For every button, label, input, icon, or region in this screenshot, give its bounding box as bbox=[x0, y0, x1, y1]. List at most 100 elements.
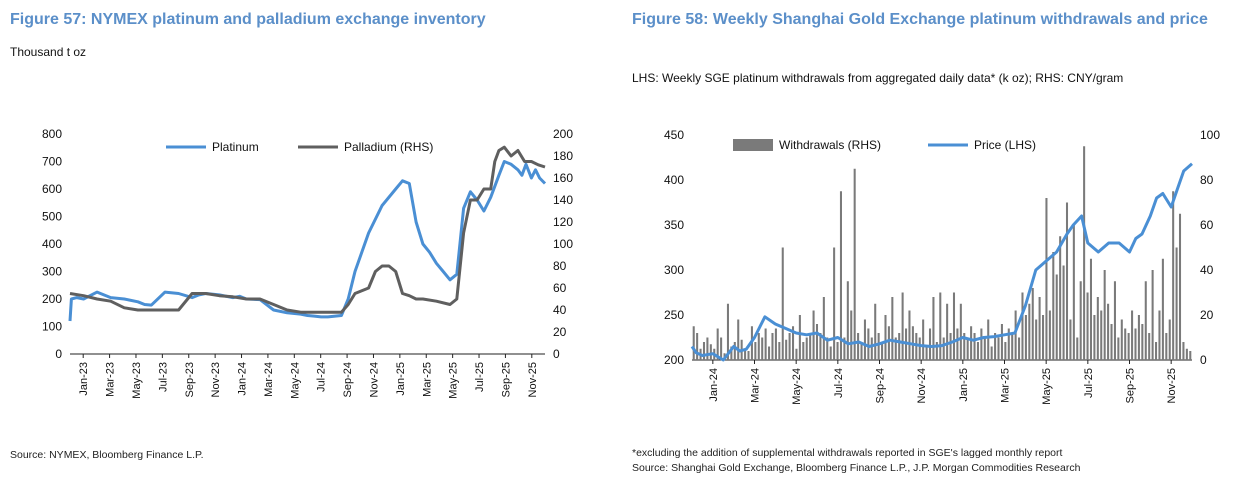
withdrawals-bar bbox=[812, 310, 815, 360]
withdrawals-bar bbox=[1072, 225, 1075, 360]
withdrawals-bar bbox=[709, 344, 712, 360]
withdrawals-bar bbox=[819, 333, 822, 360]
x-tick-label: Sep-24 bbox=[875, 368, 887, 403]
withdrawals-bar bbox=[1141, 324, 1144, 360]
withdrawals-bar bbox=[870, 337, 873, 360]
withdrawals-bar bbox=[829, 346, 832, 360]
y-tick-label: 300 bbox=[42, 265, 62, 279]
price-line bbox=[690, 162, 1193, 362]
withdrawals-bar bbox=[1127, 333, 1130, 360]
y2-tick-label: 20 bbox=[1200, 308, 1214, 322]
withdrawals-bar bbox=[1161, 258, 1164, 360]
x-tick-label: Jan-24 bbox=[237, 362, 249, 396]
x-tick-label: Nov-25 bbox=[527, 362, 539, 397]
withdrawals-bar bbox=[785, 339, 788, 360]
withdrawals-bar bbox=[1052, 252, 1055, 360]
y-tick-label: 0 bbox=[55, 347, 62, 361]
x-tick-label: Jan-24 bbox=[708, 368, 720, 402]
withdrawals-bar bbox=[925, 346, 928, 360]
withdrawals-bar bbox=[1042, 315, 1045, 360]
y2-tick-label: 40 bbox=[1200, 263, 1214, 277]
y2-tick-label: 100 bbox=[1200, 128, 1220, 142]
figure-57-panel: Figure 57: NYMEX platinum and palladium … bbox=[10, 11, 573, 461]
withdrawals-bar bbox=[1062, 265, 1065, 360]
withdrawals-bar bbox=[898, 333, 901, 360]
withdrawals-bar bbox=[692, 326, 695, 360]
withdrawals-bar bbox=[1065, 202, 1069, 360]
withdrawals-bar bbox=[918, 337, 921, 360]
x-tick-label: May-25 bbox=[448, 362, 460, 399]
y-tick-label: 500 bbox=[42, 210, 62, 224]
x-tick-label: Jan-23 bbox=[78, 362, 90, 396]
withdrawals-bar bbox=[956, 328, 959, 360]
x-tick-label: Jan-25 bbox=[958, 368, 970, 402]
withdrawals-bar bbox=[1100, 310, 1103, 360]
withdrawals-bar bbox=[1131, 310, 1134, 360]
withdrawals-bar bbox=[1151, 270, 1154, 360]
y-tick-label: 200 bbox=[42, 292, 62, 306]
withdrawals-bar bbox=[1011, 333, 1014, 360]
figure-58-footnote: *excluding the addition of supplemental … bbox=[632, 447, 1063, 459]
withdrawals-bar bbox=[802, 342, 805, 360]
withdrawals-bar bbox=[706, 337, 709, 360]
figure-58-source: Source: Shanghai Gold Exchange, Bloomber… bbox=[632, 462, 1081, 474]
legend-swatch-withdrawals bbox=[733, 139, 773, 151]
y-tick-label: 250 bbox=[664, 308, 684, 322]
withdrawals-bar bbox=[857, 333, 860, 360]
legend-label-platinum: Platinum bbox=[212, 140, 259, 154]
withdrawals-bar bbox=[1189, 351, 1192, 360]
y2-tick-label: 60 bbox=[1200, 218, 1214, 232]
withdrawals-bar bbox=[901, 292, 904, 360]
x-tick-label: Nov-25 bbox=[1166, 368, 1178, 403]
x-tick-label: Mar-25 bbox=[421, 362, 433, 397]
x-tick-label: Jan-25 bbox=[395, 362, 407, 396]
withdrawals-bar bbox=[1083, 146, 1086, 360]
withdrawals-bar bbox=[990, 346, 993, 360]
withdrawals-bar bbox=[980, 328, 983, 360]
withdrawals-bar bbox=[833, 247, 836, 360]
withdrawals-bar bbox=[795, 348, 798, 360]
withdrawals-bar bbox=[1024, 315, 1027, 360]
withdrawals-bar bbox=[939, 292, 942, 360]
withdrawals-bar bbox=[836, 342, 839, 360]
withdrawals-bar bbox=[973, 333, 976, 360]
withdrawals-bar bbox=[754, 342, 757, 360]
x-tick-label: Sep-25 bbox=[500, 362, 512, 397]
withdrawals-bar bbox=[1103, 270, 1106, 360]
withdrawals-bar bbox=[1045, 198, 1048, 360]
withdrawals-bar bbox=[1089, 258, 1092, 360]
withdrawals-bar bbox=[1055, 274, 1058, 360]
x-tick-label: May-24 bbox=[791, 368, 803, 405]
withdrawals-bar bbox=[1144, 281, 1147, 360]
y-tick-label: 100 bbox=[42, 320, 62, 334]
palladium-line bbox=[69, 145, 546, 314]
withdrawals-bar bbox=[983, 337, 986, 360]
x-tick-label: May-23 bbox=[131, 362, 143, 399]
withdrawals-bar bbox=[1086, 292, 1089, 360]
withdrawals-bar bbox=[1134, 328, 1137, 360]
figure-58-subtitle: LHS: Weekly SGE platinum withdrawals fro… bbox=[632, 71, 1124, 85]
figure-57-chart: 0 100 200 300 400 500 600 700 800 0 20 40 60 80 100 120… bbox=[42, 127, 573, 399]
figure-58-chart: 200 250 300 350 400 450 0 20 40 60 80 100 Jan-24 Mar-… bbox=[664, 128, 1220, 405]
withdrawals-bar bbox=[949, 333, 952, 360]
y2-tick-label: 100 bbox=[553, 237, 573, 251]
y-tick-label: 700 bbox=[42, 155, 62, 169]
withdrawals-bar bbox=[1168, 319, 1171, 360]
withdrawals-bar bbox=[730, 346, 733, 360]
figure-58-title: Figure 58: Weekly Shanghai Gold Exchange… bbox=[632, 11, 1208, 28]
withdrawals-bar bbox=[994, 333, 997, 360]
withdrawals-bar bbox=[1018, 337, 1021, 360]
withdrawals-bar bbox=[915, 333, 918, 360]
withdrawals-bar bbox=[1124, 328, 1127, 360]
withdrawals-bar bbox=[774, 328, 777, 360]
withdrawals-bar bbox=[1158, 310, 1161, 360]
withdrawals-bar bbox=[867, 328, 870, 360]
x-tick-label: Jul-24 bbox=[316, 362, 328, 392]
withdrawals-bar bbox=[850, 310, 853, 360]
withdrawals-bar bbox=[839, 191, 842, 360]
withdrawals-bar bbox=[908, 310, 911, 360]
y-tick-label: 400 bbox=[664, 173, 684, 187]
legend-label-palladium: Palladium (RHS) bbox=[344, 140, 433, 154]
y2-tick-label: 40 bbox=[553, 303, 567, 317]
withdrawals-bar bbox=[1110, 324, 1113, 360]
